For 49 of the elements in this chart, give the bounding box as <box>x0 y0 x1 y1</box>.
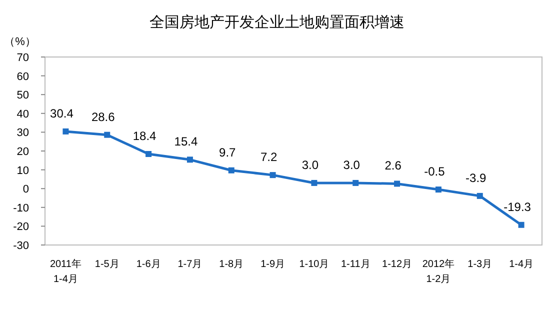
x-tick-label: 1-12月 <box>382 259 412 270</box>
x-tick-label: 1-4月 <box>509 259 534 270</box>
y-axis-title: （%） <box>4 36 36 48</box>
x-tick-label: 2012年 1-2月 <box>422 258 455 285</box>
y-tick-label: -10 <box>13 202 29 214</box>
y-tick-label: -20 <box>13 221 29 234</box>
data-label: 3.0 <box>302 158 319 172</box>
y-tick-label: 40 <box>16 108 29 120</box>
x-tick-label: 1-11月 <box>340 259 370 270</box>
y-tick-label: 50 <box>16 90 29 102</box>
y-tick-label: 20 <box>16 146 29 158</box>
data-label: 9.7 <box>219 145 236 160</box>
point <box>476 192 483 199</box>
x-tick-label: 1-10月 <box>299 259 330 270</box>
data-label: -19.3 <box>504 200 532 214</box>
point <box>270 172 276 178</box>
point <box>435 186 442 193</box>
point <box>186 156 193 163</box>
point <box>352 180 359 186</box>
y-tick-label: -30 <box>13 240 29 252</box>
data-label: -0.5 <box>424 164 446 179</box>
x-tick-label: 1-9月 <box>260 259 286 270</box>
x-tick-label: 1-7月 <box>178 259 202 270</box>
point <box>104 132 110 138</box>
y-tick-label: 0 <box>22 184 29 196</box>
data-label: 30.4 <box>50 106 74 120</box>
point <box>146 151 152 158</box>
data-label: 3.0 <box>343 158 360 172</box>
data-label: 15.4 <box>174 134 198 149</box>
data-label: -3.9 <box>466 170 487 185</box>
point <box>62 128 69 134</box>
y-tick-label: 70 <box>16 52 29 64</box>
x-tick-label: 1-8月 <box>219 259 244 270</box>
data-label: 2.6 <box>384 158 402 173</box>
y-tick-label: 10 <box>16 164 29 177</box>
chart-title: 全国房地产开发企业土地购置面积增速 <box>150 14 404 31</box>
y-tick-label: 60 <box>16 70 29 83</box>
x-tick-label: 2011年 1-4月 <box>50 258 82 285</box>
point <box>311 180 318 186</box>
x-tick-label: 1-6月 <box>136 259 161 270</box>
y-tick-label: 30 <box>16 127 29 140</box>
data-label: 18.4 <box>132 129 157 144</box>
data-label: 7.2 <box>260 150 278 164</box>
point <box>394 180 400 187</box>
point <box>518 222 524 228</box>
x-tick-label: 1-3月 <box>468 259 492 270</box>
point <box>228 167 234 174</box>
data-label: 28.6 <box>91 110 116 124</box>
x-tick-label: 1-5月 <box>94 259 120 270</box>
